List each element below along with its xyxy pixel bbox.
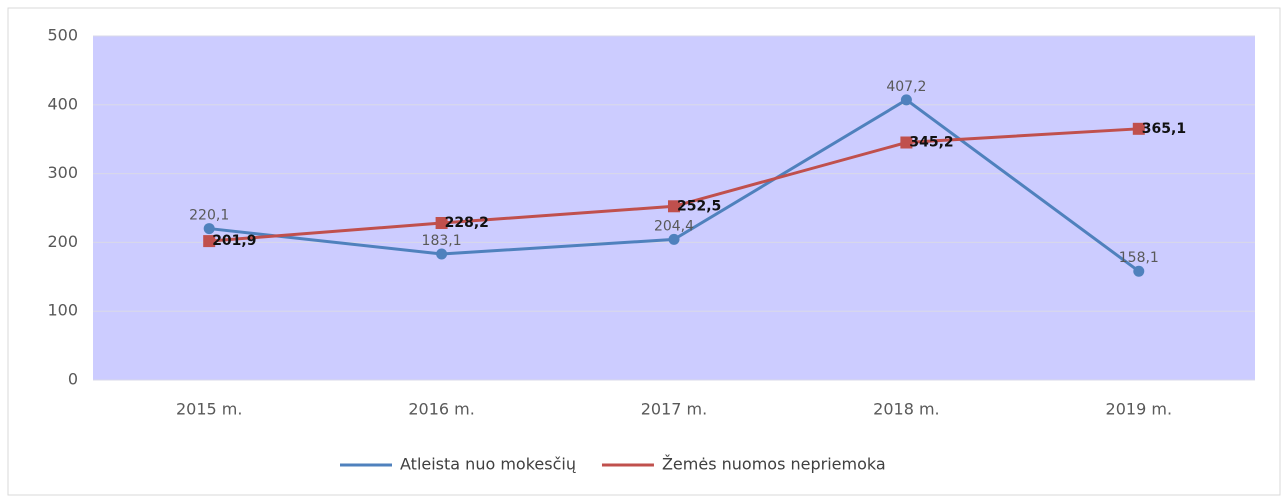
marker xyxy=(900,136,913,149)
data-label: 183,1 xyxy=(422,233,462,249)
data-label: 407,2 xyxy=(886,79,926,95)
marker xyxy=(668,200,680,213)
x-tick-label: 2017 m. xyxy=(641,400,707,419)
marker xyxy=(436,248,448,260)
x-tick-label: 2015 m. xyxy=(176,400,242,419)
marker xyxy=(1132,122,1145,135)
legend-label: Žemės nuomos nepriemoka xyxy=(662,455,886,474)
data-label: 201,9 xyxy=(212,233,256,249)
data-label: 204,4 xyxy=(654,218,694,234)
y-tick-label: 500 xyxy=(47,26,78,45)
data-label: 345,2 xyxy=(909,135,953,151)
data-label: 228,2 xyxy=(445,215,489,231)
marker xyxy=(1133,265,1145,277)
marker xyxy=(203,223,215,235)
data-label: 158,1 xyxy=(1119,250,1159,266)
y-tick-label: 400 xyxy=(47,94,78,113)
marker xyxy=(435,216,448,229)
data-label: 365,1 xyxy=(1142,121,1186,137)
x-tick-label: 2016 m. xyxy=(408,400,474,419)
data-label: 220,1 xyxy=(189,208,229,224)
marker xyxy=(668,233,680,245)
x-tick-label: 2019 m. xyxy=(1106,400,1172,419)
y-tick-label: 0 xyxy=(68,370,78,389)
x-tick-label: 2018 m. xyxy=(873,400,939,419)
marker xyxy=(203,235,216,248)
data-label: 252,5 xyxy=(677,198,721,214)
marker xyxy=(900,94,912,106)
y-tick-label: 200 xyxy=(47,232,78,251)
legend-label: Atleista nuo mokesčių xyxy=(400,455,576,474)
y-tick-label: 300 xyxy=(47,163,78,182)
y-tick-label: 100 xyxy=(47,301,78,320)
